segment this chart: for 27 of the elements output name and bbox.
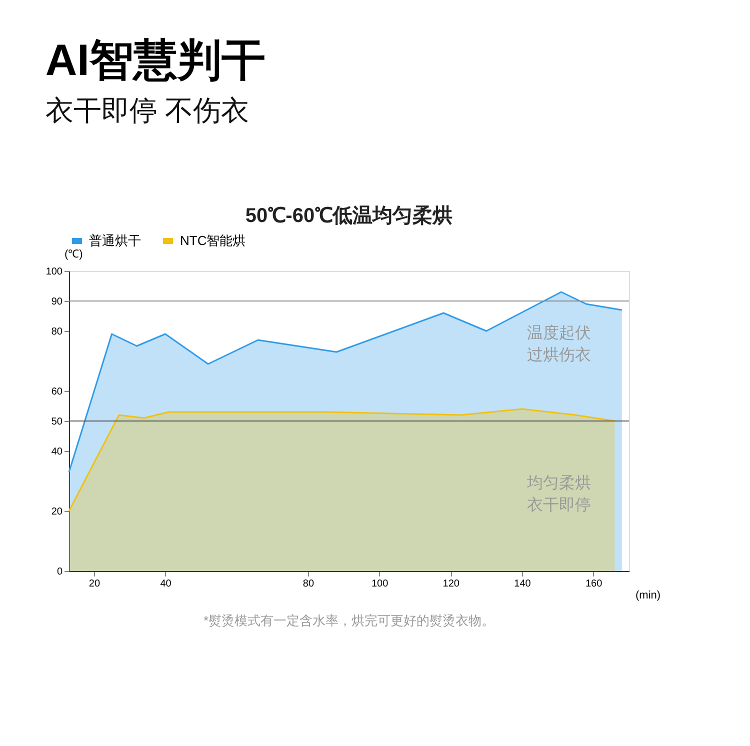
annotation: 均匀柔烘 bbox=[526, 474, 591, 492]
x-tick-label: 80 bbox=[302, 578, 314, 590]
annotation: 温度起伏 bbox=[527, 324, 591, 342]
legend-label: 普通烘干 bbox=[89, 233, 141, 248]
x-tick-label: 100 bbox=[371, 578, 389, 590]
legend-label: NTC智能烘 bbox=[180, 233, 246, 248]
x-tick-label: 120 bbox=[442, 578, 460, 590]
x-tick-label: 20 bbox=[88, 578, 100, 590]
y-tick-label: 90 bbox=[51, 296, 63, 308]
y-tick-label: 100 bbox=[46, 266, 63, 278]
annotation: 过烘伤衣 bbox=[527, 346, 591, 364]
y-tick-label: 50 bbox=[51, 416, 63, 428]
annotation: 衣干即停 bbox=[527, 496, 591, 514]
x-tick-label: 160 bbox=[585, 578, 603, 590]
y-tick-label: 0 bbox=[56, 566, 63, 578]
y-axis-title: (℃) bbox=[64, 248, 83, 260]
y-tick-label: 40 bbox=[51, 446, 63, 458]
y-tick-label: 20 bbox=[51, 506, 63, 518]
chart-title: AI智慧判干 bbox=[45, 36, 266, 85]
chart-subtitle: 衣干即停 不伤衣 bbox=[45, 95, 250, 126]
x-tick-label: 140 bbox=[514, 578, 532, 590]
text: *熨烫模式有一定含水率，烘完可更好的熨烫衣物。 bbox=[203, 613, 495, 628]
x-tick-label: 40 bbox=[160, 578, 172, 590]
y-tick-label: 80 bbox=[51, 326, 63, 338]
y-tick-label: 60 bbox=[51, 386, 63, 398]
text: 50℃-60℃低温均匀柔烘 bbox=[245, 205, 453, 227]
x-axis-title: (min) bbox=[636, 590, 661, 602]
